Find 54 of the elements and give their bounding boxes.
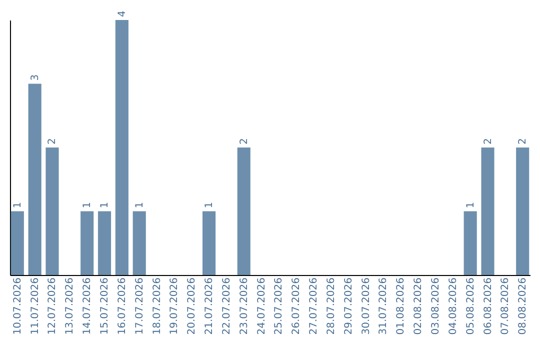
data-label: 1 (82, 202, 94, 208)
data-label: 2 (518, 138, 529, 144)
bar (115, 20, 128, 275)
x-tick-label: 21.07.2026 (204, 278, 216, 335)
x-tick-label: 02.08.2026 (413, 278, 424, 335)
bar (28, 84, 42, 275)
x-tick-label: 01.08.2026 (396, 278, 407, 335)
data-label: 3 (30, 74, 41, 81)
x-tick-label: 14.07.2026 (82, 278, 94, 335)
x-tick-label: 05.08.2026 (465, 278, 476, 335)
bar (202, 211, 216, 275)
x-tick-label: 07.08.2026 (500, 278, 512, 335)
data-label: 1 (12, 202, 24, 208)
x-tick-label: 30.07.2026 (360, 278, 372, 335)
x-tick-label: 31.07.2026 (378, 278, 390, 335)
x-tick-label: 18.07.2026 (152, 278, 163, 335)
x-tick-label: 26.07.2026 (291, 278, 302, 335)
x-tick-label: 06.08.2026 (482, 278, 494, 335)
bar (464, 211, 477, 275)
x-tick-label: 25.07.2026 (274, 278, 285, 335)
bar (237, 148, 250, 275)
x-tick-label: 11.07.2026 (30, 278, 41, 335)
x-tick-label: 16.07.2026 (116, 278, 128, 335)
data-label: 2 (47, 138, 58, 144)
data-label: 1 (100, 202, 111, 208)
data-label: 1 (134, 202, 146, 208)
x-tick-label: 10.07.2026 (12, 278, 24, 335)
x-tick-label: 12.07.2026 (47, 278, 58, 335)
x-tick-label: 15.07.2026 (100, 278, 111, 335)
bar (10, 211, 24, 275)
data-label: 1 (204, 202, 216, 208)
x-tick-label: 19.07.2026 (169, 278, 180, 335)
data-label: 2 (238, 138, 250, 144)
bar (481, 148, 494, 275)
x-tick-label: 03.08.2026 (430, 278, 442, 335)
data-label: 2 (482, 138, 494, 144)
bar (80, 211, 94, 275)
x-tick-label: 17.07.2026 (134, 278, 146, 335)
bar (516, 148, 530, 275)
x-tick-label: 29.07.2026 (343, 278, 354, 335)
bar (98, 211, 112, 275)
bar (132, 211, 146, 275)
x-tick-label: 08.08.2026 (518, 278, 529, 335)
x-tick-label: 23.07.2026 (238, 278, 250, 335)
x-tick-label: 24.07.2026 (256, 278, 268, 335)
bar (46, 148, 59, 275)
x-tick-label: 27.07.2026 (308, 278, 320, 335)
data-label: 1 (465, 202, 476, 208)
x-tick-label: 13.07.2026 (64, 278, 76, 335)
data-label: 4 (116, 10, 128, 17)
x-tick-label: 20.07.2026 (186, 278, 198, 335)
x-tick-label: 28.07.2026 (326, 278, 337, 335)
x-tick-label: 22.07.2026 (221, 278, 232, 335)
x-tick-label: 04.08.2026 (448, 278, 459, 335)
